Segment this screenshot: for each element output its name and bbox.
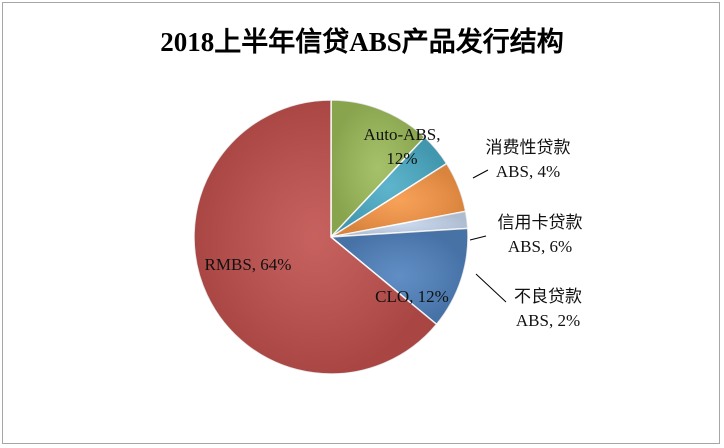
pie-slice-shade [331,163,466,237]
data-label: ABS, 2% [516,311,580,330]
leader-line [469,235,487,241]
data-label: 信用卡贷款 [498,213,583,232]
pie-slice-shade [331,228,469,325]
pie-slice-shade [331,137,447,237]
pie-slice-shade [331,211,468,237]
data-label: CLO, 12% [375,287,449,306]
data-label: Auto-ABS, [364,125,441,144]
data-label: RMBS, 64% [205,255,292,274]
data-label: ABS, 4% [496,162,560,181]
chart-title: 2018上半年信贷ABS产品发行结构 [160,27,564,57]
leader-line [475,273,507,303]
pie-slice-shade [194,100,437,375]
data-label: 消费性贷款 [486,138,571,157]
leader-line [472,169,489,179]
pie-slice-shade [331,100,425,237]
data-label: ABS, 6% [508,237,572,256]
data-label: 不良贷款 [514,287,582,306]
data-label: 12% [386,149,417,168]
